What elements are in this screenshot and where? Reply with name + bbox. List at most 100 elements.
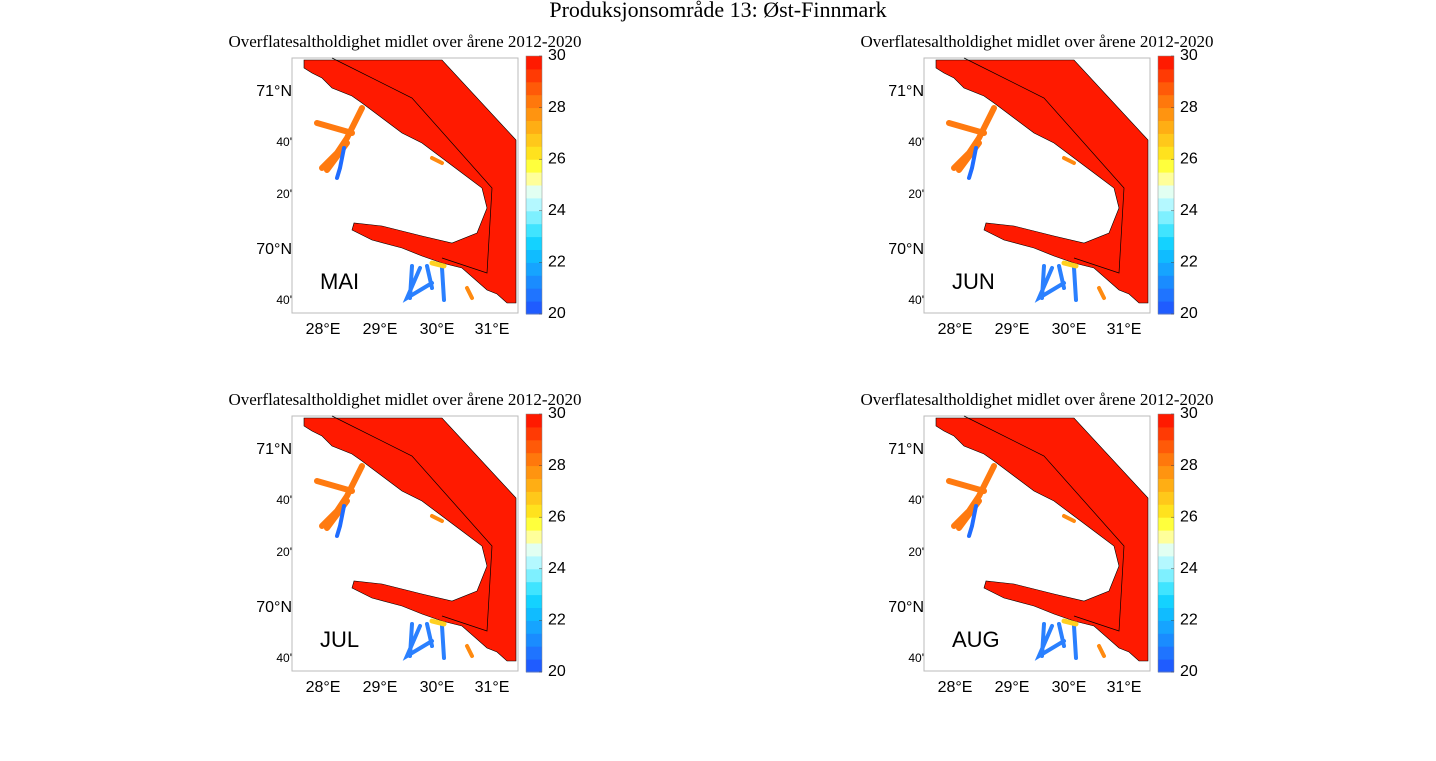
panel-subtitle: Overflatesaltholdighet midlet over årene…	[860, 32, 1213, 51]
panel-subtitle: Overflatesaltholdighet midlet over årene…	[860, 390, 1213, 409]
colorbar-band	[526, 517, 542, 531]
colorbar-frame	[525, 413, 543, 673]
lon-label: 30°E	[420, 321, 455, 338]
colorbar-band	[526, 197, 542, 212]
colorbar-band	[1158, 159, 1174, 173]
colorbar-band	[1158, 594, 1174, 608]
colorbar-band	[1158, 107, 1174, 121]
lat-label: 70°N	[256, 599, 292, 616]
colorbar-band	[1158, 439, 1174, 454]
colorbar-band	[526, 223, 542, 238]
colorbar-tick-label: 28	[1180, 99, 1198, 116]
lat-label: 40'	[908, 493, 924, 507]
colorbar-band	[526, 478, 542, 492]
colorbar-band	[1158, 185, 1174, 199]
colorbar-band	[526, 262, 542, 276]
lat-label: 71°N	[256, 83, 292, 100]
colorbar-band	[1158, 659, 1174, 673]
colorbar-band	[1158, 120, 1174, 134]
colorbar-band	[1158, 478, 1174, 492]
colorbar-band	[526, 581, 542, 596]
lat-label: 70°N	[256, 241, 292, 258]
colorbar-band	[526, 81, 542, 96]
colorbar-tick-label: 30	[548, 405, 566, 422]
colorbar-tick-label: 26	[1180, 150, 1198, 167]
colorbar-tick-label: 30	[1180, 405, 1198, 422]
colorbar-tick-label: 24	[548, 202, 566, 219]
colorbar-band	[1158, 223, 1174, 238]
panel-subtitle: Overflatesaltholdighet midlet over årene…	[228, 390, 581, 409]
colorbar-band	[1158, 197, 1174, 212]
lon-label: 29°E	[363, 321, 398, 338]
lon-label: 31°E	[1107, 321, 1142, 338]
colorbar-band	[526, 275, 542, 289]
month-label: AUG	[952, 627, 1000, 652]
colorbar-band	[1158, 210, 1174, 225]
lat-label: 71°N	[888, 441, 924, 458]
colorbar-band	[526, 439, 542, 454]
colorbar-tick-label: 24	[1180, 202, 1198, 219]
colorbar-tick-label: 24	[1180, 560, 1198, 577]
colorbar-tick-label: 28	[548, 457, 566, 474]
colorbar-band	[526, 633, 542, 647]
lat-label: 71°N	[888, 83, 924, 100]
colorbar-band	[1158, 426, 1174, 441]
colorbar-band	[526, 107, 542, 121]
colorbar-band	[1158, 249, 1174, 263]
colorbar-band	[526, 607, 542, 621]
colorbar-band	[1158, 146, 1174, 160]
colorbar-band	[526, 543, 542, 557]
colorbar-band	[526, 185, 542, 199]
colorbar-band	[1158, 172, 1174, 186]
colorbar-band	[526, 555, 542, 570]
colorbar-band	[1158, 275, 1174, 289]
colorbar-band	[1158, 633, 1174, 647]
colorbar-band	[526, 288, 542, 302]
panel-subtitle: Overflatesaltholdighet midlet over årene…	[228, 32, 581, 51]
colorbar-band	[526, 210, 542, 225]
lat-label: 20'	[276, 545, 292, 559]
lat-label: 40'	[908, 135, 924, 149]
colorbar-band	[1158, 607, 1174, 621]
colorbar-band	[526, 172, 542, 186]
lon-label: 28°E	[306, 321, 341, 338]
colorbar-tick-label: 20	[1180, 663, 1198, 680]
colorbar-frame	[1157, 413, 1175, 673]
colorbar-band	[526, 120, 542, 134]
lon-label: 31°E	[1107, 679, 1142, 696]
colorbar-tick-label: 20	[548, 305, 566, 322]
colorbar-tick-label: 28	[548, 99, 566, 116]
colorbar-band	[1158, 504, 1174, 518]
lat-label: 40'	[276, 493, 292, 507]
colorbar-tick-label: 30	[548, 47, 566, 64]
colorbar-tick-label: 20	[1180, 305, 1198, 322]
colorbar-tick-label: 26	[548, 508, 566, 525]
lon-label: 29°E	[363, 679, 398, 696]
colorbar-tick-label: 20	[548, 663, 566, 680]
lon-label: 31°E	[475, 321, 510, 338]
colorbar-band	[1158, 620, 1174, 634]
colorbar-band	[1158, 94, 1174, 109]
month-label: MAI	[320, 269, 359, 294]
colorbar-tick-label: 22	[1180, 612, 1198, 629]
colorbar-band	[1158, 414, 1174, 428]
panel: Overflatesaltholdighet midlet over årene…	[228, 32, 581, 338]
colorbar-band	[526, 465, 542, 479]
colorbar-band	[526, 620, 542, 634]
panel: Overflatesaltholdighet midlet over årene…	[860, 32, 1213, 338]
lon-label: 31°E	[475, 679, 510, 696]
lon-label: 29°E	[995, 321, 1030, 338]
colorbar-band	[526, 301, 542, 315]
colorbar-tick-label: 30	[1180, 47, 1198, 64]
colorbar-band	[526, 133, 542, 147]
colorbar-band	[1158, 646, 1174, 660]
colorbar-tick-label: 22	[548, 254, 566, 271]
colorbar-band	[526, 452, 542, 467]
lon-label: 28°E	[938, 321, 973, 338]
lat-label: 40'	[276, 293, 292, 307]
colorbar-frame	[1157, 55, 1175, 315]
lon-label: 30°E	[420, 679, 455, 696]
lat-label: 20'	[908, 545, 924, 559]
colorbar-band	[1158, 530, 1174, 544]
